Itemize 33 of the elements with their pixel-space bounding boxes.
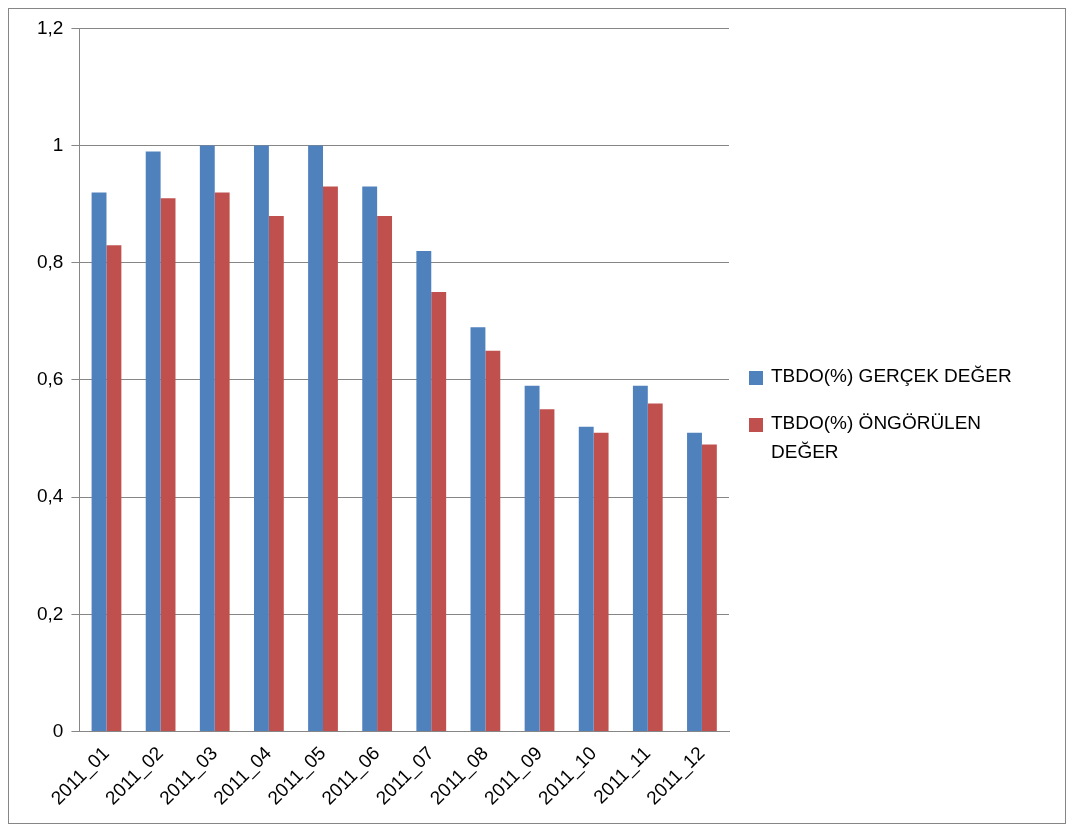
bar	[253, 145, 269, 732]
bar	[485, 350, 501, 732]
bar	[145, 151, 161, 732]
bar	[578, 426, 594, 732]
bar	[593, 432, 609, 732]
bar	[470, 327, 486, 732]
bar	[199, 145, 215, 732]
bar	[632, 385, 648, 732]
y-tick-label: 0,6	[36, 368, 64, 390]
bar	[214, 192, 230, 732]
y-tick-label: 1,2	[36, 16, 64, 38]
y-tick-label: 1	[52, 133, 64, 155]
bar	[377, 215, 393, 732]
bar	[524, 385, 540, 732]
bar	[701, 444, 717, 732]
bar	[91, 192, 107, 732]
bar	[160, 198, 176, 732]
bar	[106, 245, 122, 732]
bar	[687, 432, 702, 732]
y-tick-label: 0	[52, 719, 64, 741]
bar	[323, 186, 338, 732]
y-tick-label: 0,2	[36, 602, 64, 624]
bar	[539, 409, 555, 732]
y-tick-label: 0,4	[36, 485, 64, 507]
legend-label: TBDO(%) ÖNGÖRÜLEN DEĞER	[771, 410, 983, 464]
bar	[268, 215, 284, 732]
bar	[308, 145, 324, 732]
bar	[416, 251, 432, 732]
bar	[362, 186, 378, 732]
bar	[647, 403, 663, 732]
bar	[431, 292, 447, 732]
legend-label: TBDO(%) GERÇEK DEĞER	[771, 363, 1012, 388]
y-tick-label: 0,8	[36, 251, 64, 273]
